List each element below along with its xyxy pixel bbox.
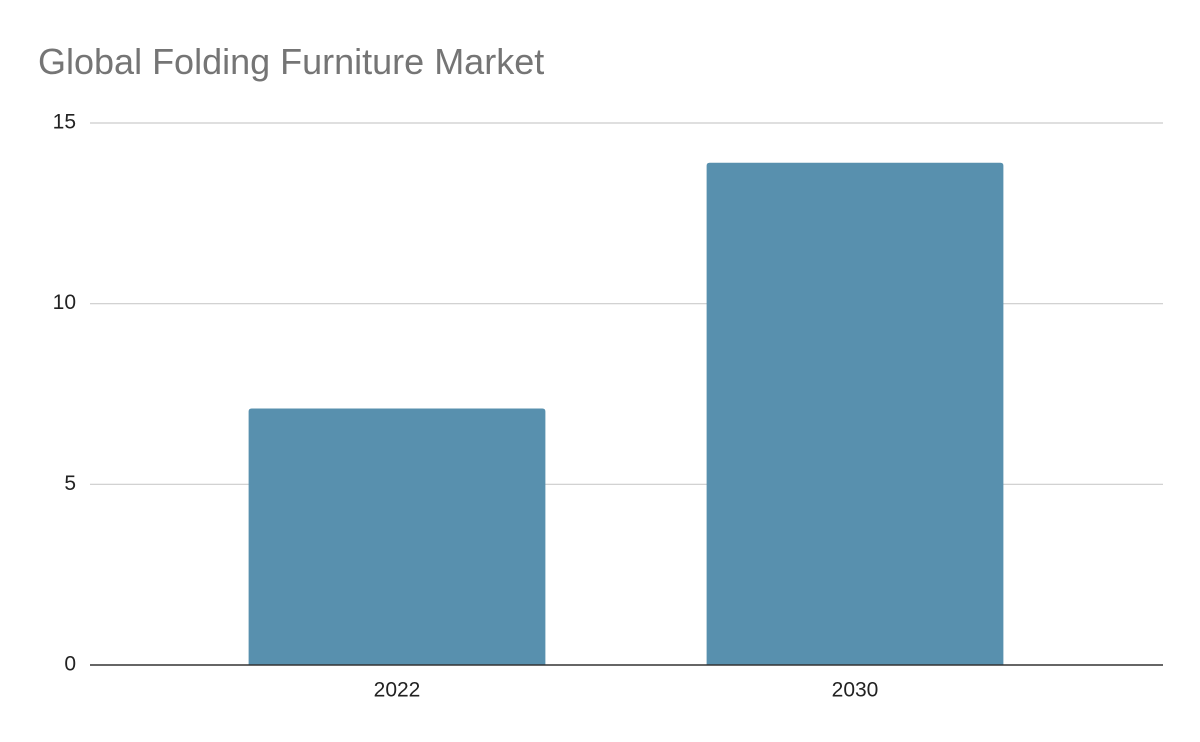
y-tick-label: 5 — [64, 472, 76, 495]
x-tick-label: 2022 — [374, 679, 421, 702]
y-tick-label: 15 — [53, 111, 76, 134]
y-tick-label: 0 — [64, 653, 76, 676]
x-tick-label: 2030 — [832, 679, 879, 702]
y-tick-label: 10 — [53, 291, 76, 314]
bar — [248, 408, 546, 665]
bar — [706, 162, 1004, 665]
chart-title: Global Folding Furniture Market — [38, 41, 544, 82]
